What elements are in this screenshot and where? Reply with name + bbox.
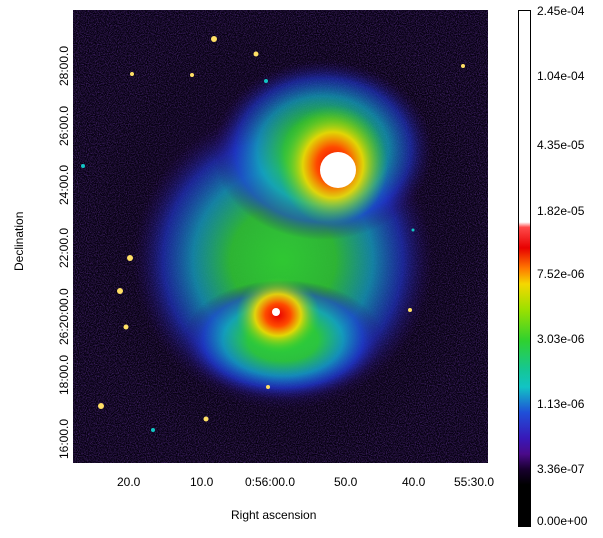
y-tick-label: 18:00.0 [57,354,71,395]
x-tick-label: 0:56:00.0 [245,475,296,489]
x-tick-label: 55:30.0 [454,475,495,489]
x-tick-label: 10.0 [190,475,214,489]
y-tick-label: 28:00.0 [57,45,71,86]
colorbar-tick-label: 3.03e-06 [537,332,585,346]
colorbar [518,10,531,527]
x-tick-label: 20.0 [117,475,141,489]
colorbar-tick-label: 1.13e-06 [537,397,585,411]
colorbar-tick-label: 1.04e-04 [537,69,585,83]
y-tick-label: 22:00.0 [57,227,71,268]
colorbar-tick-label: 0.00e+00 [537,514,588,528]
y-tick-label: 24:00.0 [57,164,71,205]
colorbar-tick-label: 2.45e-04 [537,4,585,18]
colorbar-tick-label: 3.36e-07 [537,462,585,476]
y-tick-label: 26:00.0 [57,105,71,146]
y-tick-label: 26:20:00.0 [57,288,71,345]
colorbar-tick-label: 1.82e-05 [537,204,585,218]
x-tick-label: 40.0 [402,475,426,489]
colorbar-tick-label: 7.52e-06 [537,267,585,281]
y-tick-label: 16:00.0 [57,418,71,459]
xray-image-panel [73,10,488,463]
y-axis-label: Declination [12,211,26,271]
x-axis-label: Right ascension [231,508,317,522]
x-tick-label: 50.0 [334,475,358,489]
xray-image [73,10,488,463]
colorbar-tick-label: 4.35e-05 [537,138,585,152]
